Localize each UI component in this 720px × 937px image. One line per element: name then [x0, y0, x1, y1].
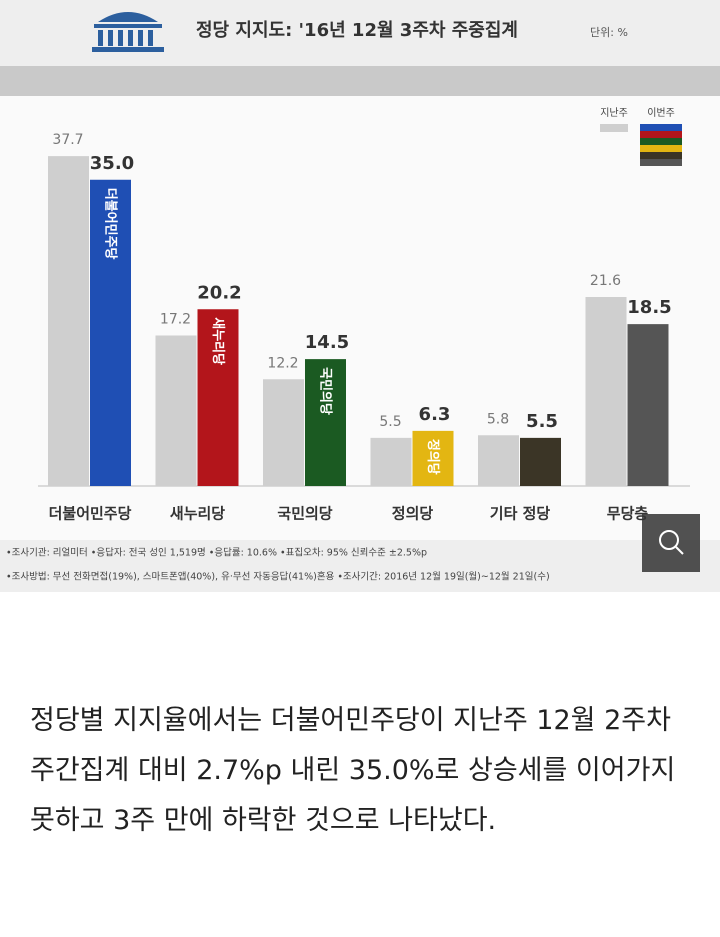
value-label: 20.2	[197, 282, 241, 303]
bar-label: 국민의당	[318, 367, 334, 415]
legend-label: 지난주	[600, 107, 628, 119]
x-tick-label: 더불어민주당	[49, 505, 132, 523]
value-label: 5.8	[487, 411, 509, 427]
value-label: 5.5	[379, 414, 401, 430]
bar	[412, 430, 454, 486]
value-label: 35.0	[90, 153, 134, 174]
legend-swatch	[640, 159, 682, 166]
bar	[478, 435, 519, 486]
bar	[520, 437, 561, 486]
value-label: 18.5	[627, 297, 671, 318]
bar	[48, 156, 89, 486]
bar	[155, 335, 197, 486]
bar	[197, 309, 239, 486]
x-tick-label: 무당층	[607, 505, 649, 523]
footnote: •조사방법: 무선 전화면접(19%), 스마트폰앱(40%), 유·무선 자동…	[6, 571, 550, 583]
header-stripe	[0, 66, 720, 96]
bar	[585, 297, 627, 486]
value-label: 5.5	[526, 411, 558, 432]
article-paragraph: 정당별 지지율에서는 더불어민주당이 지난주 12월 2주차 주간집계 대비 2…	[30, 705, 676, 836]
footnote: •조사기관: 리얼미터 •응답자: 전국 성인 1,519명 •응답률: 10.…	[6, 547, 427, 559]
zoom-bg[interactable]	[642, 514, 700, 572]
legend-swatch	[600, 124, 628, 132]
assembly-icon	[92, 12, 164, 52]
bar	[263, 379, 304, 486]
zoom-button[interactable]	[642, 514, 700, 572]
unit-label: 단위: %	[590, 26, 628, 39]
bar-label: 정의당	[425, 439, 441, 475]
zoom-icon	[675, 546, 684, 555]
legend-swatch	[640, 124, 682, 131]
legend-label: 이번주	[647, 107, 675, 119]
legend-swatch	[640, 145, 682, 152]
legend-swatch	[640, 131, 682, 138]
x-tick-label: 새누리당	[170, 505, 225, 523]
zoom-icon	[659, 530, 679, 550]
bar-label: 새누리당	[210, 317, 226, 365]
chart: 정당 지지도: '16년 12월 3주차 주중집계 단위: % •조사기관: 리…	[0, 0, 720, 592]
bar	[627, 324, 669, 486]
footer-band	[0, 540, 720, 592]
x-tick-label: 국민의당	[277, 505, 332, 523]
chart-title: 정당 지지도: '16년 12월 3주차 주중집계	[196, 20, 518, 41]
legend-swatch	[640, 138, 682, 145]
value-label: 17.2	[160, 312, 191, 328]
bar	[305, 359, 346, 486]
x-tick-label: 기타 정당	[490, 505, 551, 523]
value-label: 14.5	[305, 332, 349, 353]
bar	[370, 437, 412, 486]
legend-swatch	[640, 152, 682, 159]
bar-label: 더불어민주당	[103, 188, 119, 260]
value-label: 6.3	[419, 404, 451, 425]
x-tick-label: 정의당	[392, 505, 434, 523]
value-label: 12.2	[267, 355, 298, 371]
value-label: 21.6	[590, 273, 621, 289]
value-label: 37.7	[52, 132, 83, 148]
bar	[90, 179, 131, 486]
